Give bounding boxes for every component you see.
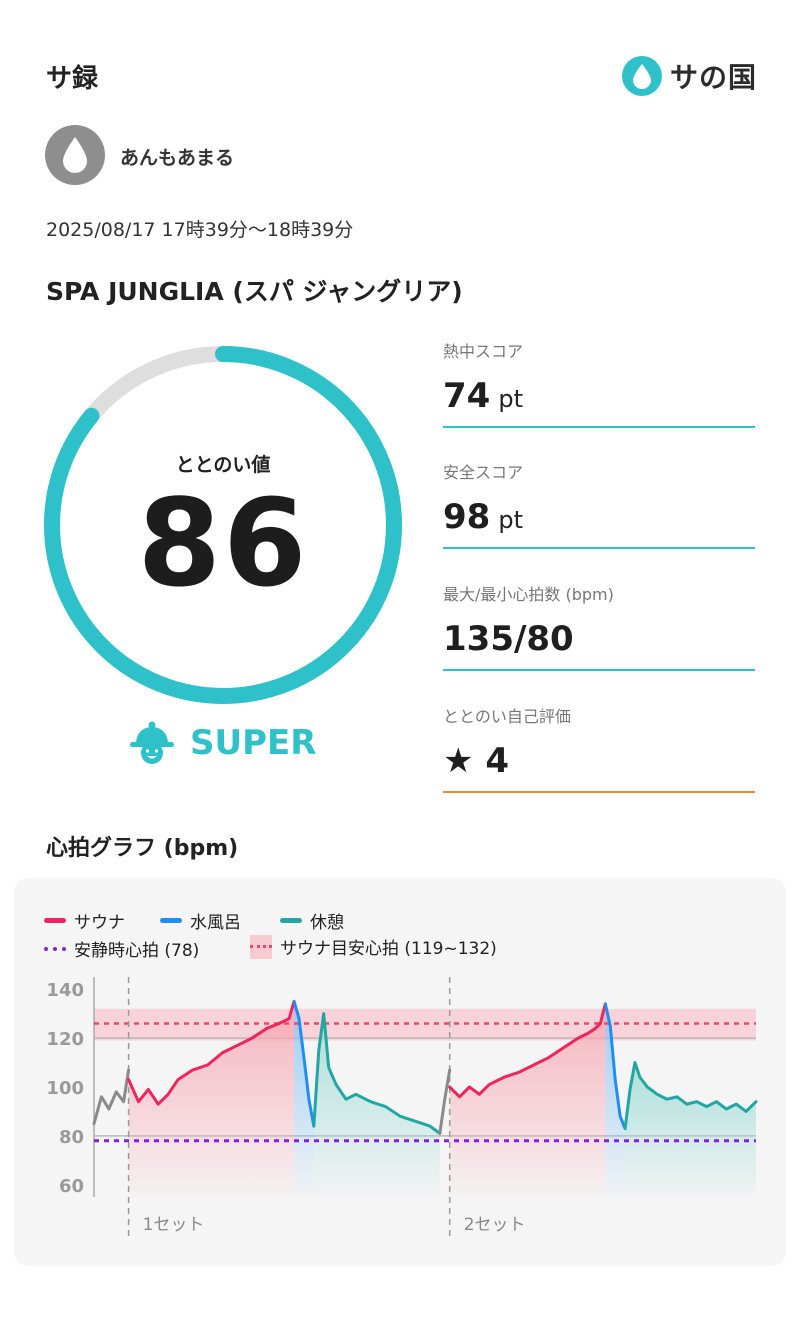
logo-text: サの国 <box>670 61 758 94</box>
star-rating: ★ 4 <box>443 741 509 781</box>
resting-swatch <box>44 946 66 951</box>
self-rating-value: ★ 4 <box>443 739 755 783</box>
safety-score: 安全スコア 98 pt <box>443 459 755 549</box>
warmup-line <box>92 1068 131 1126</box>
drop-logo-icon <box>622 56 662 96</box>
safety-score-value: 98 pt <box>443 497 523 537</box>
sauna-area <box>449 1003 606 1197</box>
y-tick-label: 120 <box>46 1029 84 1050</box>
heat-score-value: 74 pt <box>443 376 523 416</box>
totonoi-value: 86 <box>137 475 309 614</box>
avatar[interactable] <box>45 125 105 185</box>
totonoi-gauge <box>44 346 402 704</box>
water-line <box>292 999 316 1128</box>
heart-rate-range: 最大/最小心拍数 (bpm) 135/80 <box>443 581 755 671</box>
set-label: 2セット <box>464 1215 526 1235</box>
divider <box>443 426 755 428</box>
divider <box>443 547 755 549</box>
sauna-swatch <box>44 918 66 923</box>
legend-sauna-target: サウナ目安心拍 (119~132) <box>250 934 497 959</box>
graph-title: 心拍グラフ (bpm) <box>46 836 239 861</box>
drop-icon <box>63 137 87 173</box>
rank-badge: SUPER <box>128 720 316 766</box>
sauna-line <box>127 999 296 1106</box>
legend-sauna: サウナ <box>44 908 125 933</box>
y-tick-label: 100 <box>46 1078 84 1099</box>
y-tick-label: 60 <box>59 1176 84 1197</box>
sauna-area <box>128 1001 295 1197</box>
heat-score-label: 熱中スコア <box>443 342 524 361</box>
rest-line <box>312 1012 442 1135</box>
rest-swatch <box>280 918 302 923</box>
water-line <box>603 1002 627 1131</box>
session-datetime: 2025/08/17 17時39分〜18時39分 <box>46 219 354 241</box>
warmup-line <box>438 1068 452 1135</box>
heart-rate-chart: 60 80 100 120 140 1セット 2セット <box>46 977 758 1240</box>
rest-area <box>313 1013 440 1197</box>
divider <box>443 669 755 671</box>
totonoi-label: ととのい値 <box>175 454 271 476</box>
facility-name[interactable]: SPA JUNGLIA (スパ ジャングリア) <box>46 277 463 306</box>
page-title: サ録 <box>46 64 99 94</box>
divider <box>443 791 755 793</box>
safety-score-label: 安全スコア <box>443 463 524 482</box>
app-logo[interactable]: サの国 <box>622 56 757 96</box>
water-area <box>294 1001 314 1197</box>
y-tick-label: 80 <box>59 1127 84 1148</box>
heart-rate-graph-card <box>14 878 786 1266</box>
rest-line <box>623 1061 758 1131</box>
legend-rest: 休憩 <box>280 908 344 933</box>
water-swatch <box>160 918 182 923</box>
heart-rate-range-value: 135/80 <box>443 619 574 659</box>
legend-water: 水風呂 <box>160 908 241 933</box>
gauge-progress <box>44 346 402 704</box>
rank-text: SUPER <box>190 723 317 763</box>
self-rating: ととのい自己評価 ★ 4 <box>443 703 755 793</box>
self-rating-label: ととのい自己評価 <box>443 707 571 726</box>
water-area <box>605 1003 626 1197</box>
legend-resting-hr: 安静時心拍 (78) <box>44 936 199 961</box>
set-label: 1セット <box>143 1215 205 1235</box>
username[interactable]: あんもあまる <box>120 147 235 169</box>
y-tick-label: 140 <box>46 980 84 1001</box>
target-swatch <box>250 934 272 959</box>
heart-rate-range-label: 最大/最小心拍数 (bpm) <box>443 585 614 604</box>
sauna-line <box>448 1002 607 1099</box>
sauna-hat-icon <box>130 721 174 764</box>
heat-score: 熱中スコア 74 pt <box>443 338 755 428</box>
